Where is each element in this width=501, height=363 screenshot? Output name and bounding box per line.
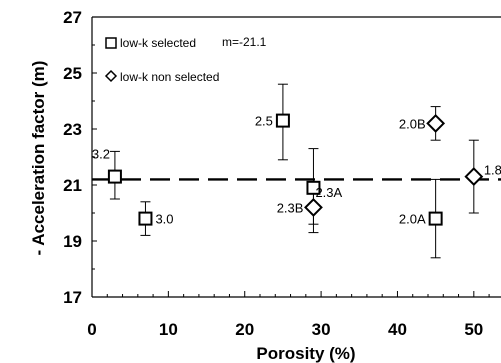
point-labels: 3.2 3.0 2.5 2.3A 2.0A 2.3B 2.0B 1.8: [92, 114, 501, 227]
y-axis-title: - Acceleration factor (m): [29, 61, 48, 256]
y-tick-label: 23: [63, 120, 82, 139]
legend-label-selected: low-k selected: [120, 36, 196, 50]
square-marker: [275, 113, 290, 128]
x-tick-label: 0: [87, 320, 96, 339]
legend-square-icon: [105, 37, 117, 49]
x-tick-label: 10: [159, 320, 178, 339]
y-tick-label: 27: [63, 8, 82, 27]
reference-line-label: m=-21.1: [222, 35, 267, 49]
x-axis-title: Porosity (%): [256, 344, 355, 363]
y-tick-label: 19: [63, 232, 82, 251]
square-marker: [306, 180, 321, 195]
y-tick-label: 25: [63, 64, 82, 83]
error-bars: [109, 83, 479, 259]
point-label: 2.0B: [399, 116, 426, 131]
diamond-marker: [426, 113, 446, 133]
diamond-marker: [304, 197, 323, 217]
x-tick-label: 20: [235, 320, 254, 339]
point-label: 1.8: [484, 163, 501, 178]
legend-diamond-icon: [104, 69, 118, 83]
diamond-marker: [464, 167, 484, 187]
data-markers: [107, 113, 484, 226]
square-marker: [138, 211, 153, 226]
square-marker: [428, 211, 443, 226]
legend: low-k selected m=-21.1 low-k non selected: [104, 35, 267, 84]
point-label: 3.2: [92, 147, 110, 162]
y-tick-label: 17: [63, 288, 82, 307]
point-label: 2.3B: [277, 200, 304, 215]
x-tick-label: 30: [312, 320, 331, 339]
y-tick-label: 21: [63, 176, 82, 195]
axis-titles: Porosity (%) - Acceleration factor (m): [29, 61, 356, 363]
point-label: 2.3A: [315, 185, 342, 200]
axes: 17 19 21 23 25 27 0 10 20 30 40 50: [63, 8, 501, 339]
x-tick-label: 50: [464, 320, 483, 339]
x-tick-label: 40: [388, 320, 407, 339]
point-label: 2.5: [255, 114, 273, 129]
point-label: 3.0: [155, 212, 173, 227]
legend-label-non-selected: low-k non selected: [120, 70, 219, 84]
square-marker: [107, 169, 122, 184]
point-label: 2.0A: [399, 212, 426, 227]
